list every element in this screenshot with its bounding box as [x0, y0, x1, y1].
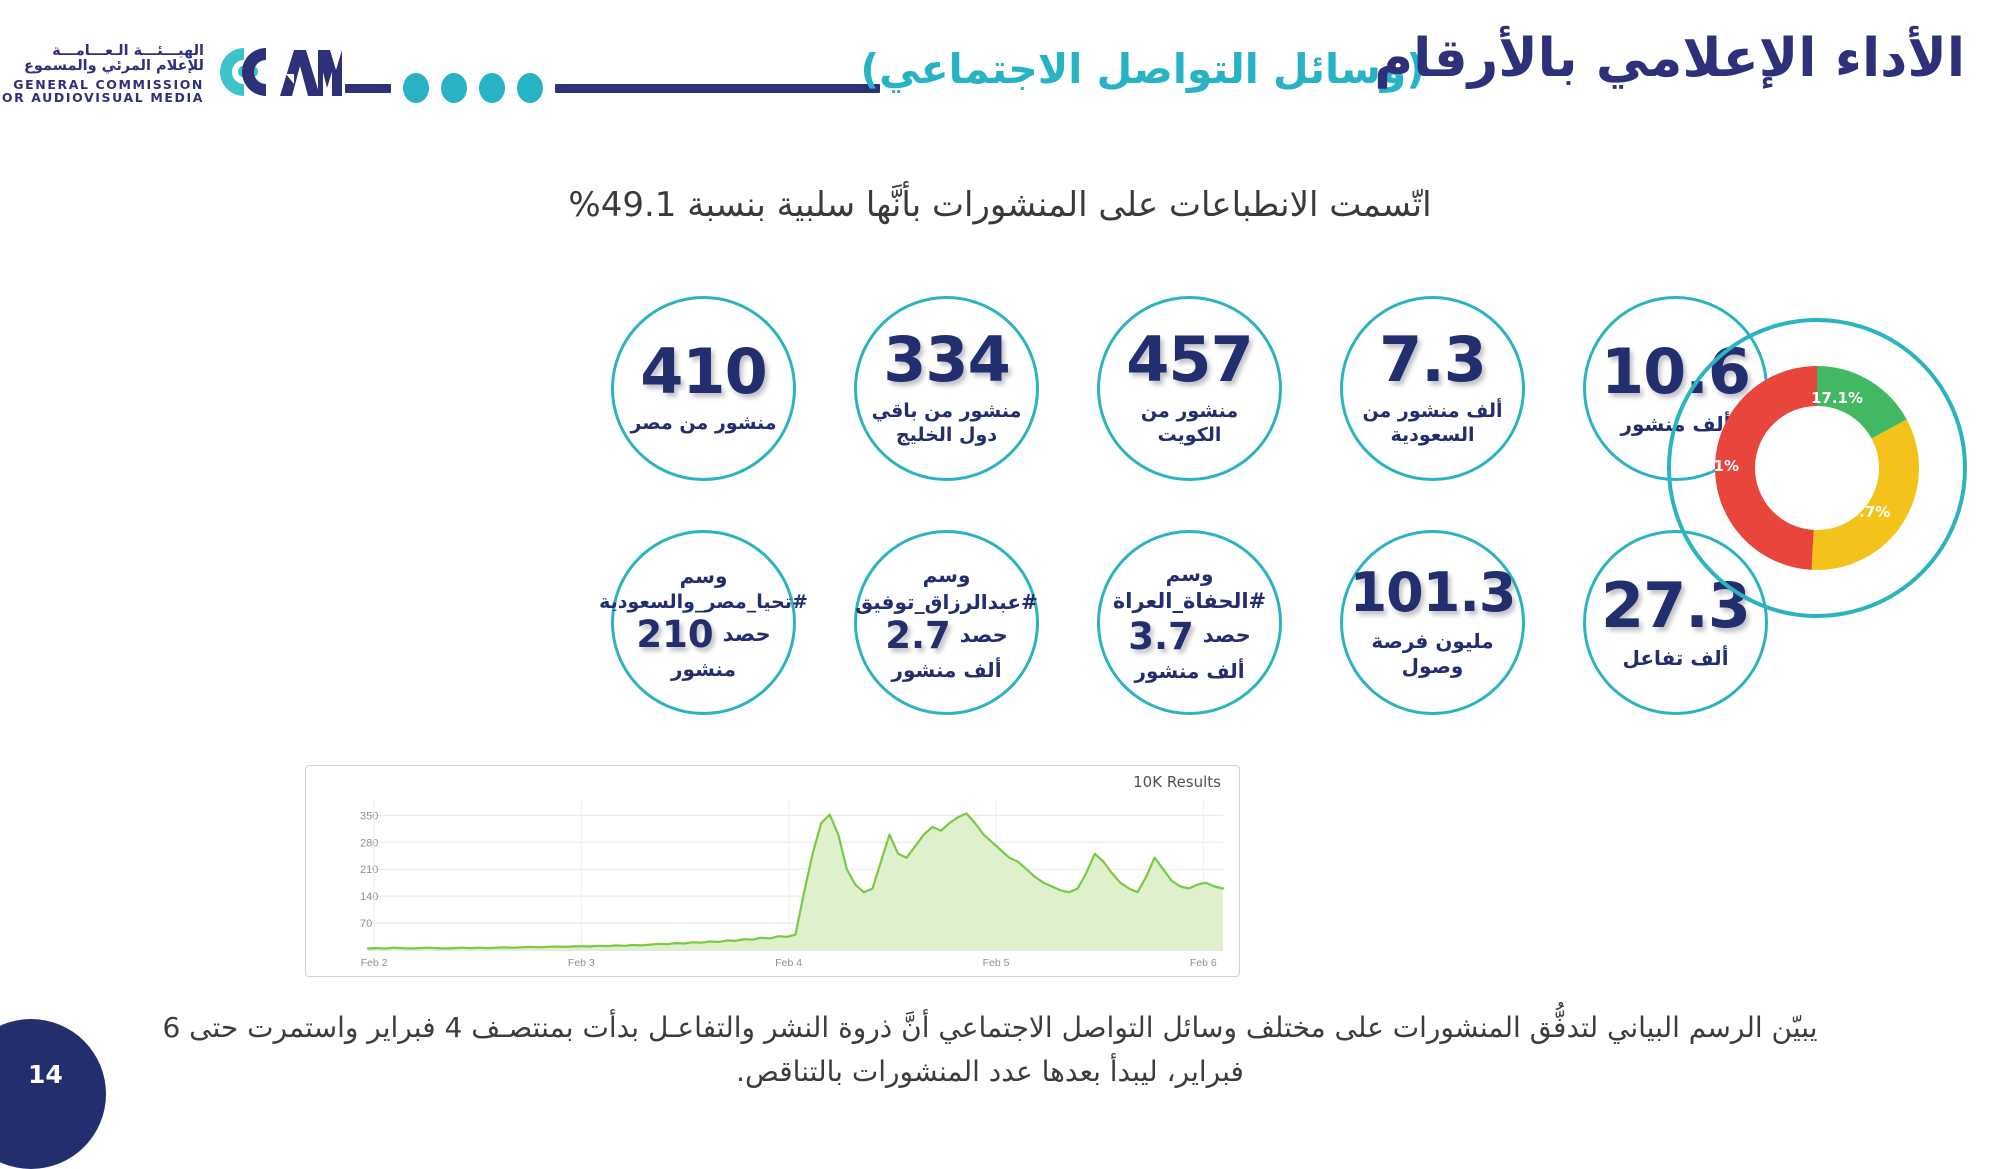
header-decoration [345, 73, 880, 103]
page-number: 14 [28, 1060, 63, 1089]
logo-arabic-line2: للإعلام المرئي والمسموع [24, 58, 204, 75]
hashtag-block: وسم #تحيا_مصر_والسعودية حصد 210 منشور [599, 563, 808, 683]
page-number-badge: 14 [0, 1007, 108, 1169]
hashtag-text: #عبدالرزاق_توفيق [855, 590, 1038, 614]
stat-circle-posts-saudi: 7.3 ألف منشور من السعودية [1340, 296, 1525, 481]
decoration-dot [441, 73, 467, 103]
hashtag-metric-unit: ألف منشور [891, 658, 1002, 682]
page-title: الأداء الإعلامي بالأرقام [1374, 28, 1965, 89]
y-axis-tick-label: 350 [360, 810, 378, 822]
decoration-short-dash [345, 83, 391, 93]
chart-line [366, 812, 1225, 950]
x-axis-tick-label: 2 Feb [361, 957, 388, 969]
donut-slice [1715, 366, 1817, 570]
donut-slices [1715, 366, 1919, 570]
decoration-dot [479, 73, 505, 103]
hashtag-metric-row: حصد 3.7 [1128, 618, 1251, 655]
page-badge-disc [0, 1019, 106, 1169]
logo-arabic-line1: الهيـــئـــة الـعـــامـــة [52, 43, 204, 60]
sentiment-donut-chart: 49.1% 33.7% 17.1% [1667, 318, 1967, 618]
hashtag-metric-word: حصد [722, 622, 771, 647]
logo-english-line1: GENERAL COMMISSION [13, 76, 204, 92]
hashtag-metric-value: 2.7 [885, 614, 951, 657]
chart-area-fill [368, 813, 1223, 950]
posts-timeline-chart: 10K Results 70 140 210 280 350 2 Feb 3 Feb 4 Fe… [305, 765, 1240, 977]
stat-value: 334 [883, 323, 1010, 397]
hashtag-kicker: وسم [1165, 562, 1214, 587]
stat-circle-hashtag-tahya-misr: وسم #تحيا_مصر_والسعودية حصد 210 منشور [599, 530, 808, 715]
hashtag-metric-value: 210 [636, 613, 714, 657]
decoration-dots [403, 73, 543, 103]
gcam-logo: الهيـــئـــة الـعـــامـــة للإعلام المرئ… [0, 38, 342, 110]
stat-circle-reach-opportunities: 101.3 مليون فرصة وصول [1340, 530, 1525, 715]
hashtag-metric-word: حصد [959, 622, 1008, 647]
hashtag-metric-unit: منشور [671, 657, 736, 682]
decoration-dot [403, 73, 429, 103]
stat-circle-posts-egypt: 410 منشور من مصر [611, 296, 796, 481]
hashtag-metric-row: حصد 210 [636, 616, 770, 653]
hashtag-metric-value: 3.7 [1128, 614, 1194, 658]
chart-plot-area: 70 140 210 280 350 2 Feb 3 Feb 4 Feb 5 Feb 6 Feb [360, 800, 1225, 969]
stat-label: منشور من مصر [630, 412, 777, 435]
hashtag-kicker: وسم [922, 563, 971, 587]
decoration-long-line [555, 83, 880, 93]
stat-label: ألف تفاعل [1622, 645, 1729, 670]
header-subtitle: (وسائل التواصل الاجتماعي) [860, 45, 1425, 93]
stat-circle-engagements: 27.3 ألف تفاعل [1583, 530, 1768, 715]
hashtag-block: وسم #الحفاة_العراة حصد 3.7 ألف منشور [1113, 561, 1266, 683]
hashtag-metric-unit: ألف منشور [1134, 658, 1245, 683]
stat-value: 410 [640, 335, 767, 409]
decoration-dot [517, 73, 543, 103]
stat-circle-posts-gulf: 334 منشور من باقي دول الخليج [854, 296, 1039, 481]
footer-description: يبيّن الرسم البياني لتدفُّق المنشورات عل… [162, 1011, 1818, 1088]
y-axis-tick-label: 70 [360, 918, 372, 930]
gcam-logo-mark [214, 44, 342, 104]
donut-label-positive: 17.1% [1810, 388, 1864, 407]
chart-results-legend: 10K Results [1133, 773, 1221, 791]
stat-label: منشور من باقي دول الخليج [871, 400, 1022, 446]
stat-label: منشور من الكويت [1140, 400, 1239, 446]
x-axis-tick-label: 3 Feb [568, 957, 595, 969]
donut-slice [1811, 419, 1919, 570]
hashtag-text: #تحيا_مصر_والسعودية [599, 590, 808, 613]
stat-label: ألف منشور من السعودية [1362, 400, 1503, 446]
donut-outer-ring [1667, 318, 1967, 618]
stat-circle-hashtag-alhafah: وسم #الحفاة_العراة حصد 3.7 ألف منشور [1097, 530, 1282, 715]
stat-value: 7.3 [1379, 323, 1487, 397]
logo-english-line2: FOR AUDIOVISUAL MEDIA [0, 89, 204, 105]
stat-label: مليون فرصة وصول [1371, 629, 1494, 678]
stats-circle-group: 10.6 ألف منشور 7.3 ألف منشور من السعودية… [538, 296, 1768, 736]
donut-label-negative: 49.1% [1686, 456, 1740, 475]
x-axis-tick-label: 5 Feb [983, 957, 1010, 969]
y-axis-tick-label: 210 [360, 864, 378, 876]
stat-value: 457 [1126, 323, 1253, 397]
y-axis-tick-label: 140 [360, 891, 378, 903]
hashtag-block: وسم #عبدالرزاق_توفيق حصد 2.7 ألف منشور [855, 562, 1038, 683]
slide-header: الهيـــئـــة الـعـــامـــة للإعلام المرئ… [0, 0, 2000, 140]
hashtag-metric-row: حصد 2.7 [885, 617, 1008, 654]
stat-circle-hashtag-abdulrazzaq: وسم #عبدالرزاق_توفيق حصد 2.7 ألف منشور [854, 530, 1039, 715]
hashtag-metric-word: حصد [1202, 623, 1251, 648]
hashtag-text: #الحفاة_العراة [1112, 589, 1267, 614]
stat-circle-posts-kuwait: 457 منشور من الكويت [1097, 296, 1282, 481]
stat-value: 101.3 [1349, 561, 1517, 624]
hashtag-kicker: وسم [679, 563, 728, 588]
donut-label-neutral: 33.7% [1838, 502, 1891, 521]
x-axis-tick-label: 6 Feb [1190, 957, 1217, 969]
sentiment-summary-text: اتّسمت الانطباعات على المنشورات بأنَّها … [568, 185, 1432, 225]
x-axis-tick-label: 4 Feb [775, 957, 802, 969]
y-axis-tick-label: 280 [360, 837, 378, 849]
donut-slice [1817, 366, 1907, 439]
gcam-logo-text: الهيـــئـــة الـعـــامـــة للإعلام المرئ… [0, 43, 204, 105]
